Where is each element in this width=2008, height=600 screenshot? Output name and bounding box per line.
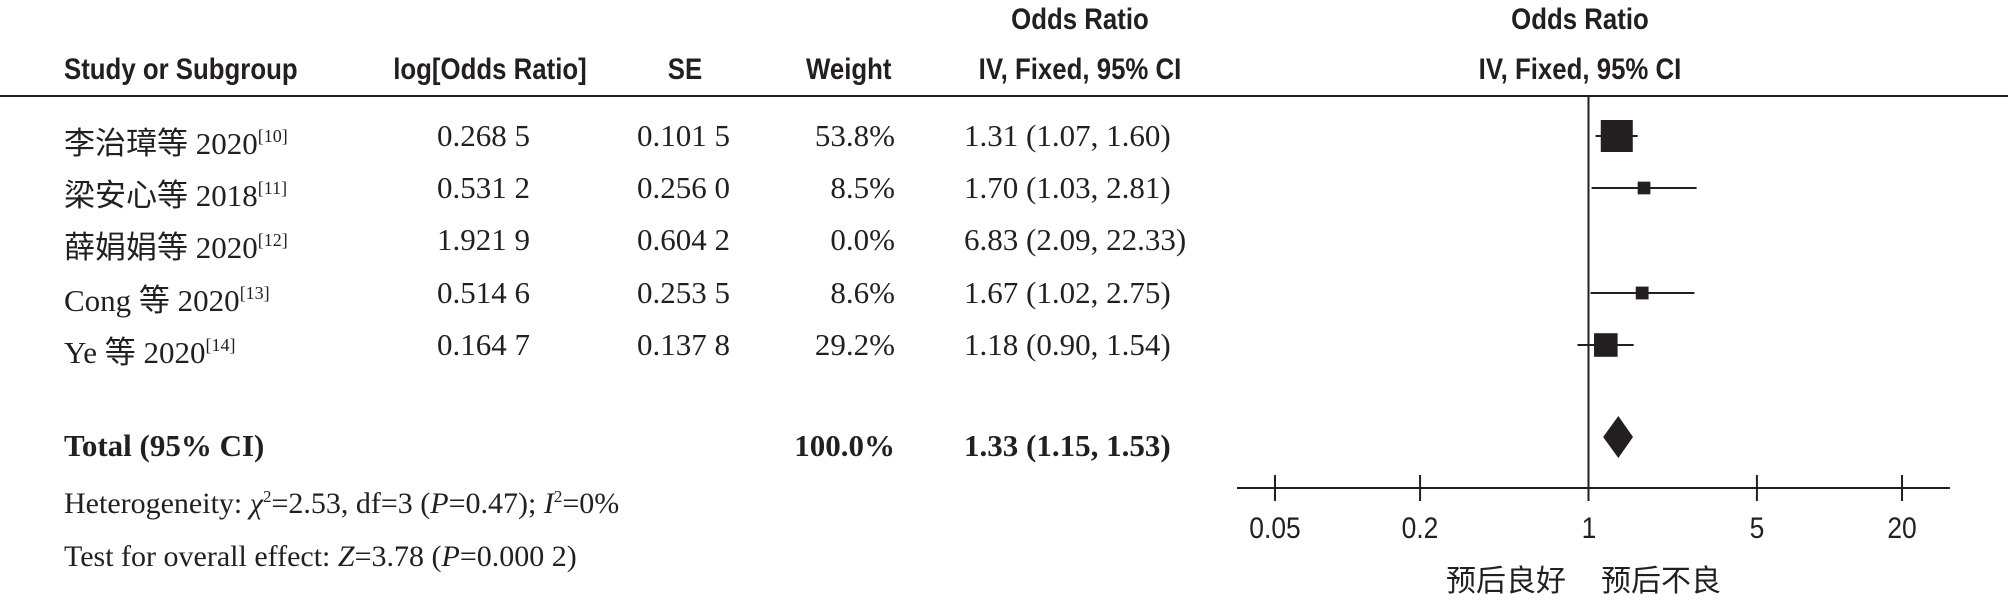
log-or-value: 0.268 5 [437,118,530,153]
study-ref: [10] [257,126,288,146]
log-or-value: 0.514 6 [437,275,530,310]
weight-value: 53.8% [814,118,895,153]
or-ci-value: 1.67 (1.02, 2.75) [964,275,1171,310]
or-ci-value: 1.18 (0.90, 1.54) [964,327,1171,362]
header-or-table-title: Odds Ratio [1011,3,1149,36]
log-or-value: 1.921 9 [437,222,530,257]
se-value: 0.101 5 [637,118,730,153]
header-or-plot-method: IV, Fixed, 95% CI [1478,53,1682,86]
study-name: 梁安心等 2018[11] [64,178,288,213]
pooled-diamond [1603,416,1634,458]
se-value: 0.137 8 [637,327,730,362]
log-or-value: 0.164 7 [437,327,530,362]
favours-left-label: 预后良好 [1446,564,1566,599]
or-ci-value: 6.83 (2.09, 22.33) [964,222,1187,257]
tick-label: 1 [1581,512,1596,545]
or-ci-value: 1.70 (1.03, 2.81) [964,170,1171,205]
favours-right-label: 预后不良 [1601,564,1721,599]
tick-label: 0.05 [1249,512,1301,545]
study-marker [1635,286,1649,300]
study-ref: [11] [257,178,288,198]
study-marker [1594,333,1618,357]
overall-effect-text: Test for overall effect: Z=3.78 (P=0.000… [64,540,577,573]
se-value: 0.604 2 [637,222,730,257]
weight-value: 29.2% [814,327,895,362]
study-name: 李治璋等 2020[10] [64,126,288,161]
header-or-table-method: IV, Fixed, 95% CI [978,53,1182,86]
header-log-or: log[Odds Ratio] [393,53,587,86]
header-se: SE [667,53,703,86]
tick-label: 0.2 [1401,512,1439,545]
weight-value: 8.5% [830,170,895,205]
or-ci-value: 1.31 (1.07, 1.60) [964,118,1171,153]
study-ref: [14] [205,335,236,355]
study-ref: [13] [239,283,270,303]
header-weight: Weight [806,53,892,86]
log-or-value: 0.531 2 [437,170,530,205]
se-value: 0.256 0 [637,170,730,205]
weight-value: 0.0% [830,222,895,257]
total-ci: 1.33 (1.15, 1.53) [964,428,1171,463]
study-name: Cong 等 2020[13] [64,283,270,318]
total-label: Total (95% CI) [64,428,265,463]
study-marker [1600,120,1633,152]
weight-value: 8.6% [830,275,895,310]
study-name: Ye 等 2020[14] [64,335,236,370]
study-name: 薛娟娟等 2020[12] [64,230,288,265]
header-or-plot-title: Odds Ratio [1511,3,1649,36]
se-value: 0.253 5 [637,275,730,310]
study-marker [1637,181,1651,195]
tick-label: 5 [1749,512,1765,545]
tick-label: 20 [1887,512,1917,545]
heterogeneity-text: Heterogeneity: χ2=2.53, df=3 (P=0.47); I… [64,487,620,520]
plot-layer [1237,96,1950,501]
study-ref: [12] [257,230,288,250]
total-weight: 100.0% [794,428,895,463]
header-study: Study or Subgroup [64,53,298,86]
